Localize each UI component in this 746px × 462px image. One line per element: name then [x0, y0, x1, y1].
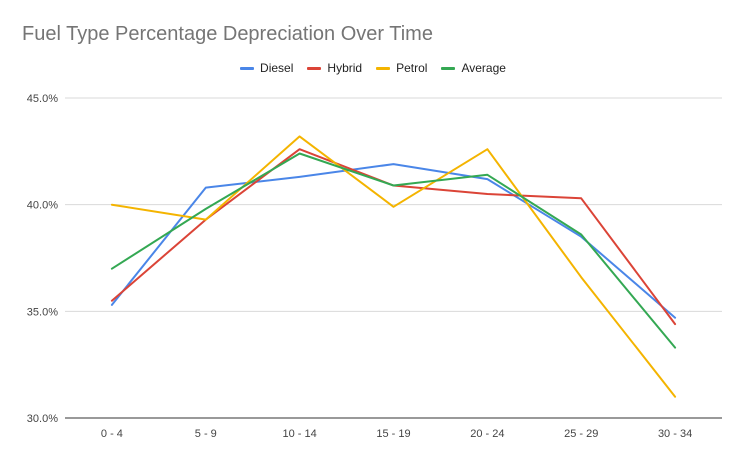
x-tick-label: 20 - 24: [470, 428, 504, 440]
x-tick-label: 0 - 4: [101, 428, 123, 440]
x-tick-label: 15 - 19: [376, 428, 410, 440]
series-line-petrol: [110, 135, 677, 398]
x-tick-label: 25 - 29: [564, 428, 598, 440]
legend-swatch: [441, 66, 456, 70]
y-tick-label: 45.0%: [27, 93, 58, 105]
legend-swatch: [240, 66, 255, 70]
y-tick-label: 35.0%: [27, 306, 58, 318]
legend-item-diesel: Diesel: [240, 61, 293, 75]
legend-label: Petrol: [396, 61, 428, 75]
series-line-hybrid: [110, 148, 677, 326]
x-tick-label: 5 - 9: [195, 428, 217, 440]
y-tick-label: 40.0%: [27, 200, 58, 212]
legend-label: Diesel: [260, 61, 294, 75]
series-line-average: [110, 152, 677, 349]
legend: Diesel Hybrid Petrol Average: [0, 61, 746, 75]
legend-swatch: [376, 66, 391, 70]
legend-label: Average: [461, 61, 506, 75]
legend-item-hybrid: Hybrid: [307, 61, 362, 75]
x-tick-label: 10 - 14: [283, 428, 317, 440]
y-tick-label: 30.0%: [27, 413, 58, 425]
series-line-diesel: [110, 163, 677, 319]
x-tick-label: 30 - 34: [658, 428, 692, 440]
chart-title: Fuel Type Percentage Depreciation Over T…: [22, 23, 433, 45]
legend-label: Hybrid: [327, 61, 363, 75]
legend-item-petrol: Petrol: [376, 61, 427, 75]
legend-swatch: [307, 66, 322, 70]
legend-item-average: Average: [441, 61, 506, 75]
